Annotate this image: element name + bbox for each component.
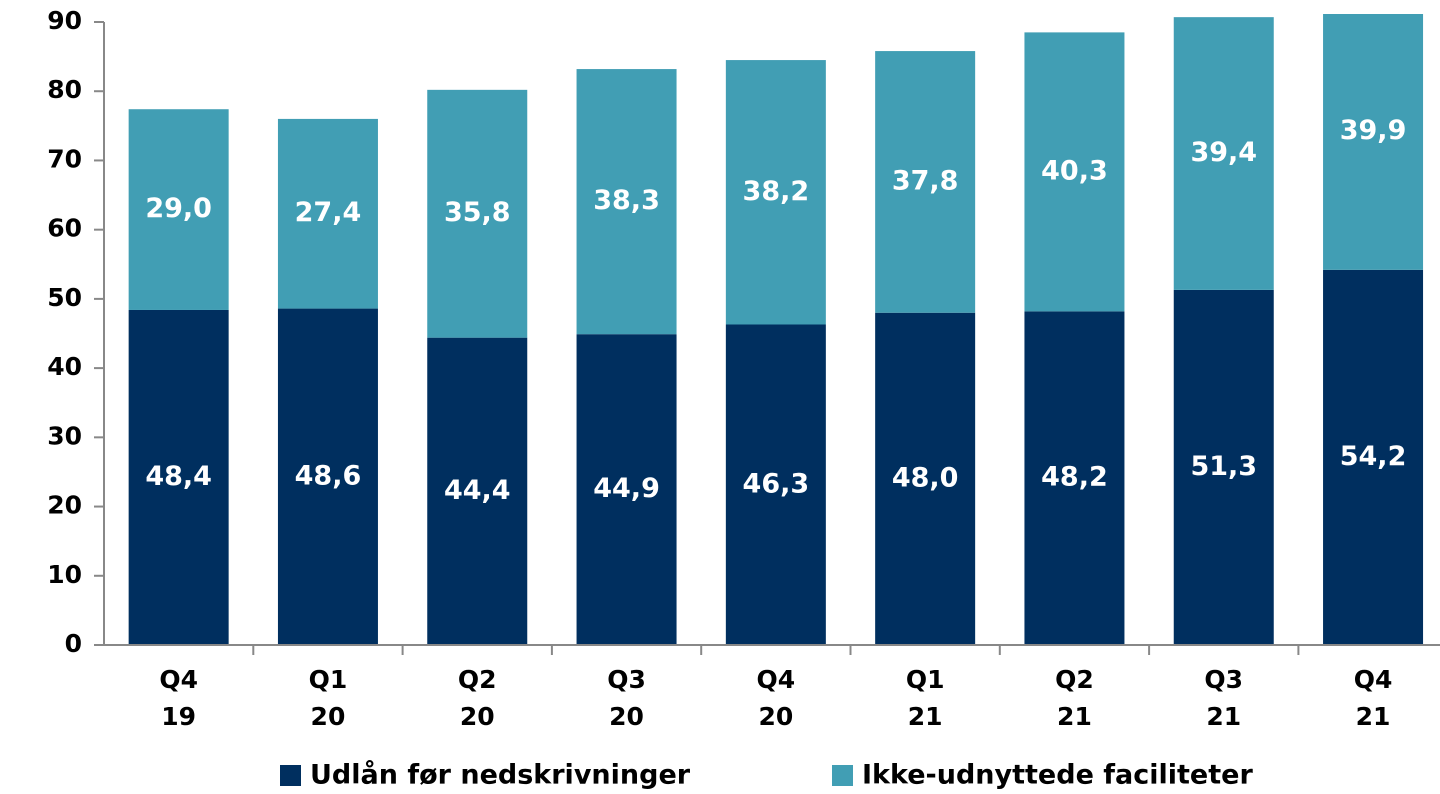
data-label: 44,9	[593, 473, 660, 504]
y-tick-label: 20	[47, 491, 82, 520]
x-tick-label: Q2	[1055, 665, 1094, 694]
bar-segment	[875, 51, 976, 313]
legend-swatch	[280, 765, 301, 786]
bar-segment	[1024, 32, 1125, 312]
data-label: 39,9	[1340, 115, 1407, 146]
bar-segment	[128, 309, 229, 645]
bar-segment	[576, 69, 677, 335]
data-label: 51,3	[1190, 451, 1257, 482]
x-tick-label: Q4	[159, 665, 198, 694]
data-label: 37,8	[892, 165, 959, 196]
y-tick-label: 90	[47, 6, 82, 35]
bar-segment	[1024, 311, 1125, 645]
y-tick-label: 10	[47, 560, 82, 589]
y-tick-label: 0	[65, 629, 82, 658]
x-tick-label: 21	[1356, 702, 1391, 731]
bar-segment	[128, 109, 229, 310]
y-tick-label: 30	[47, 421, 82, 450]
plot-area	[128, 14, 1424, 645]
data-label: 40,3	[1041, 155, 1108, 186]
x-tick-label: 21	[1057, 702, 1092, 731]
x-tick-label: 20	[311, 702, 346, 731]
x-tick-label: 20	[758, 702, 793, 731]
x-tick-label: 19	[161, 702, 196, 731]
x-tick-label: Q1	[309, 665, 348, 694]
data-label: 48,0	[892, 462, 959, 493]
data-label: 35,8	[444, 197, 511, 228]
bar-segment	[277, 118, 378, 309]
bar-segment	[1173, 289, 1274, 645]
data-label: 44,4	[444, 475, 511, 506]
y-tick-label: 60	[47, 214, 82, 243]
data-label: 39,4	[1190, 137, 1257, 168]
x-tick-label: Q1	[906, 665, 945, 694]
x-tick-label: Q4	[757, 665, 796, 694]
bar-segment	[576, 334, 677, 645]
bar-segment	[1323, 269, 1424, 645]
x-tick-label: Q4	[1354, 665, 1393, 694]
bar-segment	[725, 324, 826, 645]
data-label: 54,2	[1340, 441, 1407, 472]
bar-segment	[1323, 14, 1424, 270]
y-tick-label: 50	[47, 283, 82, 312]
x-tick-label: 20	[460, 702, 495, 731]
data-label: 48,2	[1041, 462, 1108, 493]
x-tick-label: 21	[1206, 702, 1241, 731]
bar-segment	[725, 60, 826, 325]
x-tick-label: 21	[908, 702, 943, 731]
data-label: 46,3	[743, 468, 810, 499]
bar-segment	[1173, 17, 1274, 290]
bar-segment	[277, 308, 378, 645]
y-tick-label: 70	[47, 144, 82, 173]
legend-swatch	[832, 765, 853, 786]
x-tick-label: 20	[609, 702, 644, 731]
legend-label: Ikke-udnyttede faciliteter	[862, 760, 1253, 791]
y-tick-label: 40	[47, 352, 82, 381]
x-tick-label: Q2	[458, 665, 497, 694]
bar-segment	[875, 312, 976, 645]
data-label: 48,6	[295, 460, 362, 491]
data-label: 29,0	[145, 193, 212, 224]
x-tick-label: Q3	[1204, 665, 1243, 694]
legend-label: Udlån før nedskrivninger	[310, 759, 691, 791]
data-label: 38,2	[743, 176, 810, 207]
data-label: 48,4	[145, 461, 212, 492]
bar-segment	[427, 337, 528, 645]
data-label: 27,4	[295, 197, 362, 228]
bar-segment	[427, 89, 528, 338]
data-label: 38,3	[593, 185, 660, 216]
y-tick-label: 80	[47, 75, 82, 104]
x-tick-label: Q3	[607, 665, 646, 694]
